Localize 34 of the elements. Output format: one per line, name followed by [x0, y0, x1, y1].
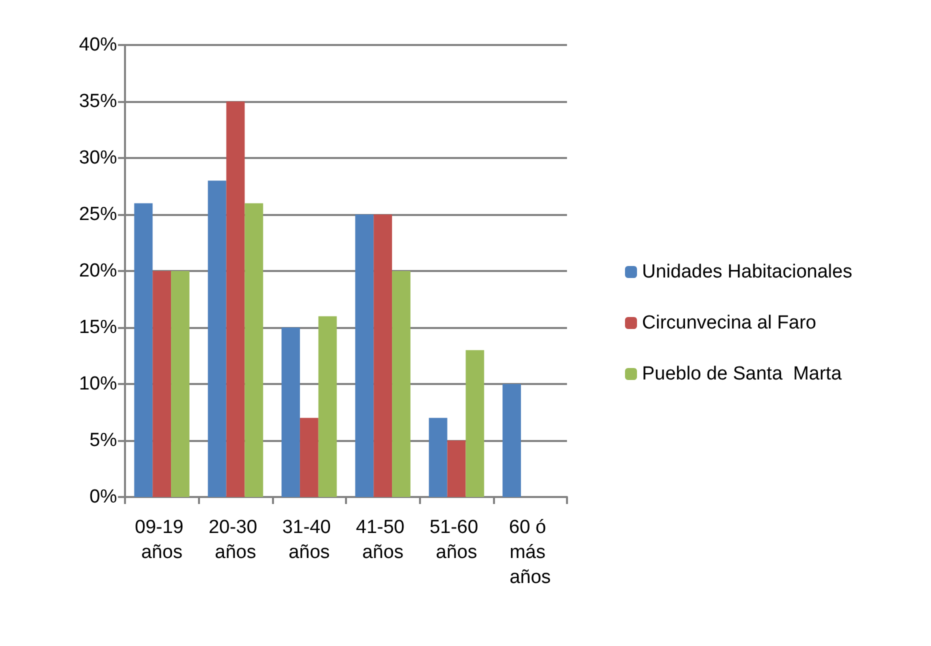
- bar: [244, 203, 264, 497]
- y-tick-label: 30%: [78, 148, 118, 168]
- bar: [355, 214, 374, 497]
- x-tick-label: 09-19 años: [134, 517, 189, 563]
- x-tick-label: 41-50 años: [356, 517, 410, 563]
- bar: [282, 328, 300, 497]
- x-tick-label: 51-60 años: [430, 517, 484, 563]
- legend-label: Circunvecina al Faro: [642, 312, 816, 334]
- y-tick-label: 0%: [90, 486, 118, 508]
- x-tick-label: 20-30 años: [208, 517, 262, 563]
- bar: [392, 271, 410, 497]
- bar: [171, 271, 190, 497]
- bar: [502, 384, 521, 497]
- bar: [208, 180, 226, 497]
- x-tick-label: 60 ó más años: [509, 517, 552, 588]
- y-tick-label: 20%: [78, 260, 118, 282]
- legend-label: Pueblo de Santa Marta: [642, 364, 842, 384]
- bar: [152, 271, 172, 497]
- x-tick-label: 31-40 años: [282, 517, 336, 563]
- bar: [466, 350, 484, 497]
- y-tick-label: 40%: [78, 34, 118, 56]
- y-tick-label: 15%: [78, 317, 118, 338]
- bar: [447, 440, 466, 497]
- legend-label: Unidades Habitacionales: [642, 262, 852, 282]
- y-tick-label: 10%: [78, 374, 118, 394]
- y-tick-label: 5%: [90, 430, 118, 451]
- bar: [226, 102, 245, 497]
- y-tick-label: 35%: [78, 91, 118, 112]
- bar: [300, 418, 318, 497]
- bar: [318, 316, 337, 497]
- bar: [374, 214, 392, 497]
- bar: [428, 418, 448, 497]
- bar: [134, 203, 153, 497]
- y-tick-label: 25%: [78, 204, 118, 225]
